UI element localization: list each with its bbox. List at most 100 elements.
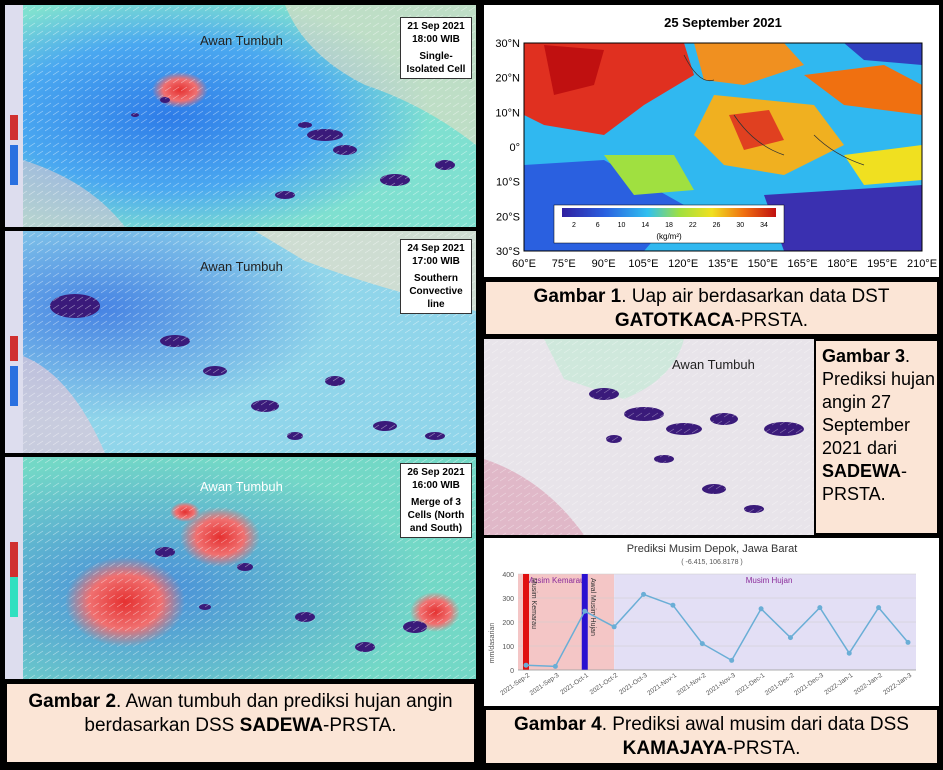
caption-source: KAMAJAYA xyxy=(622,738,727,759)
panel-time: 16:00 WIB xyxy=(412,480,460,491)
lat-tick-label: 30°S xyxy=(496,246,520,258)
panel-description: Merge of 3 Cells (North and South) xyxy=(407,497,465,534)
data-point xyxy=(758,606,764,612)
fig1-lat-ticks: 30°N 20°N 10°N 0° 10°S 20°S 30°S xyxy=(495,38,520,258)
marker-kemarau-label: Musim Kemarau xyxy=(530,578,537,629)
fig1-water-vapor-map: 25 September 2021 30°N 20°N 10°N 0° 10°S 20°S… xyxy=(484,5,939,277)
panel-time: 18:00 WIB xyxy=(412,34,460,45)
x-tick-label: 2021-Oct-2 xyxy=(589,672,620,697)
panel-description: Southern Convective line xyxy=(409,273,463,310)
colorbar-tick-label: 26 xyxy=(713,222,721,229)
weather-map-2 xyxy=(5,231,476,453)
fig1-colorbar-ticks: 2 6 10 14 18 22 26 30 34 xyxy=(572,222,768,229)
lon-tick-label: 90°E xyxy=(592,258,616,270)
caption-label: Gambar 4 xyxy=(514,714,602,735)
y-tick-label: 0 xyxy=(510,668,514,675)
data-point xyxy=(670,602,676,608)
region-kemarau-label: Musim Kemarau xyxy=(526,576,584,585)
lon-tick-label: 180°E xyxy=(827,258,857,270)
awan-tumbuh-label: Awan Tumbuh xyxy=(672,357,755,372)
sadewa-panel-1: Awan Tumbuh 21 Sep 2021 18:00 WIB Single… xyxy=(5,5,476,227)
lat-tick-label: 10°N xyxy=(495,107,520,119)
lon-tick-label: 120°E xyxy=(668,258,698,270)
caption-gambar-3: Gambar 3. Prediksi hujan angin 27 Septem… xyxy=(816,339,939,535)
y-tick-label: 300 xyxy=(502,596,514,603)
panel-info-box: 26 Sep 2021 16:00 WIB Merge of 3 Cells (… xyxy=(400,463,472,538)
data-point xyxy=(582,608,588,614)
fig1-colorbar xyxy=(562,208,776,217)
weather-map-1 xyxy=(5,5,476,227)
caption-text: . Awan tumbuh dan prediksi hujan angin b… xyxy=(84,691,453,736)
lat-tick-label: 30°N xyxy=(495,38,520,50)
colorbar-tick-label: 30 xyxy=(736,222,744,229)
lon-tick-label: 135°E xyxy=(708,258,738,270)
caption-text: . Prediksi hujan angin 27 September 2021… xyxy=(822,346,936,458)
fig3-map xyxy=(484,339,814,535)
caption-suffix: -PRSTA. xyxy=(822,461,908,504)
caption-gambar-4: Gambar 4. Prediksi awal musim dari data … xyxy=(484,708,939,765)
colorbar-tick-label: 2 xyxy=(572,222,576,229)
caption-label: Gambar 3 xyxy=(822,346,906,366)
colorbar-tick-label: 10 xyxy=(618,222,626,229)
fig1-svg: 25 September 2021 30°N 20°N 10°N 0° 10°S 20°S… xyxy=(495,15,937,270)
chart-ylabel: mm/dasarian xyxy=(489,623,496,664)
y-tick-label: 100 xyxy=(502,644,514,651)
x-tick-label: 2021-Nov-1 xyxy=(646,672,678,697)
x-tick-label: 2022-Jan-3 xyxy=(882,672,913,697)
fig3-rain-prediction-map: Awan Tumbuh xyxy=(484,339,814,535)
sadewa-panel-2: Awan Tumbuh 24 Sep 2021 17:00 WIB Southe… xyxy=(5,231,476,453)
chart-title: Prediksi Musim Depok, Jawa Barat xyxy=(627,543,798,555)
colorbar-tick-label: 6 xyxy=(596,222,600,229)
caption-gambar-2: Gambar 2. Awan tumbuh dan prediksi hujan… xyxy=(5,682,476,764)
data-point xyxy=(905,639,911,645)
data-point xyxy=(523,662,529,668)
colorbar-tick-label: 22 xyxy=(689,222,697,229)
chart-svg: Prediksi Musim Depok, Jawa Barat ( -6.41… xyxy=(489,543,916,697)
data-point xyxy=(876,605,882,611)
caption-text: . Prediksi awal musim dari data DSS xyxy=(601,714,909,735)
colorbar-tick-label: 34 xyxy=(760,222,768,229)
lat-tick-label: 0° xyxy=(509,142,520,154)
caption-source: SADEWA xyxy=(822,461,902,481)
fig1-colorbar-unit: (kg/m²) xyxy=(656,232,682,241)
series-line xyxy=(525,593,909,668)
x-tick-label: 2021-Oct-3 xyxy=(618,672,649,697)
caption-suffix: -PRSTA. xyxy=(734,310,809,331)
x-tick-label: 2021-Dec-1 xyxy=(734,672,766,697)
panel-date: 21 Sep 2021 xyxy=(407,21,465,32)
x-tick-label: 2021-Sep-3 xyxy=(529,672,561,697)
lon-tick-label: 105°E xyxy=(628,258,658,270)
x-tick-label: 2021-Dec-2 xyxy=(764,672,796,697)
x-tick-label: 2021-Dec-3 xyxy=(793,672,825,697)
colorbar-tick-label: 18 xyxy=(665,222,673,229)
lon-tick-label: 195°E xyxy=(867,258,897,270)
lon-tick-label: 165°E xyxy=(788,258,818,270)
awan-tumbuh-label: Awan Tumbuh xyxy=(200,479,283,494)
data-point xyxy=(699,641,705,647)
awan-tumbuh-label: Awan Tumbuh xyxy=(200,259,283,274)
fig4-season-chart: Prediksi Musim Depok, Jawa Barat ( -6.41… xyxy=(484,538,939,706)
colorbar-tick-label: 14 xyxy=(641,222,649,229)
marker-kemarau xyxy=(523,574,529,670)
panel-date: 24 Sep 2021 xyxy=(407,243,465,254)
caption-gambar-1: Gambar 1. Uap air berdasarkan data DST G… xyxy=(484,280,939,336)
panel-time: 17:00 WIB xyxy=(412,256,460,267)
x-tick-label: 2021-Sep-2 xyxy=(499,672,531,697)
sadewa-panel-3: Awan Tumbuh 26 Sep 2021 16:00 WIB Merge … xyxy=(5,457,476,679)
marker-awal-hujan xyxy=(581,574,588,670)
lat-tick-label: 20°N xyxy=(495,73,520,85)
panel-info-box: 24 Sep 2021 17:00 WIB Southern Convectiv… xyxy=(400,239,472,314)
x-tick-label: 2022-Jan-1 xyxy=(823,672,854,697)
data-point xyxy=(787,635,793,641)
panel-description: Single-Isolated Cell xyxy=(406,51,466,75)
data-point xyxy=(846,650,852,656)
region-hujan-label: Musim Hujan xyxy=(746,576,793,585)
awan-tumbuh-label: Awan Tumbuh xyxy=(200,33,283,48)
caption-label: Gambar 2 xyxy=(28,691,117,712)
fig1-lon-ticks: 60°E 75°E 90°E 105°E 120°E 135°E 150°E 165°E 180… xyxy=(512,258,937,270)
panel-info-box: 21 Sep 2021 18:00 WIB Single-Isolated Ce… xyxy=(400,17,472,79)
chart-subtitle: ( -6.415, 106.8178 ) xyxy=(681,559,743,566)
caption-suffix: -PRSTA. xyxy=(323,715,397,736)
y-tick-label: 400 xyxy=(502,572,514,579)
x-tick-label: 2021-Nov-2 xyxy=(676,672,708,697)
